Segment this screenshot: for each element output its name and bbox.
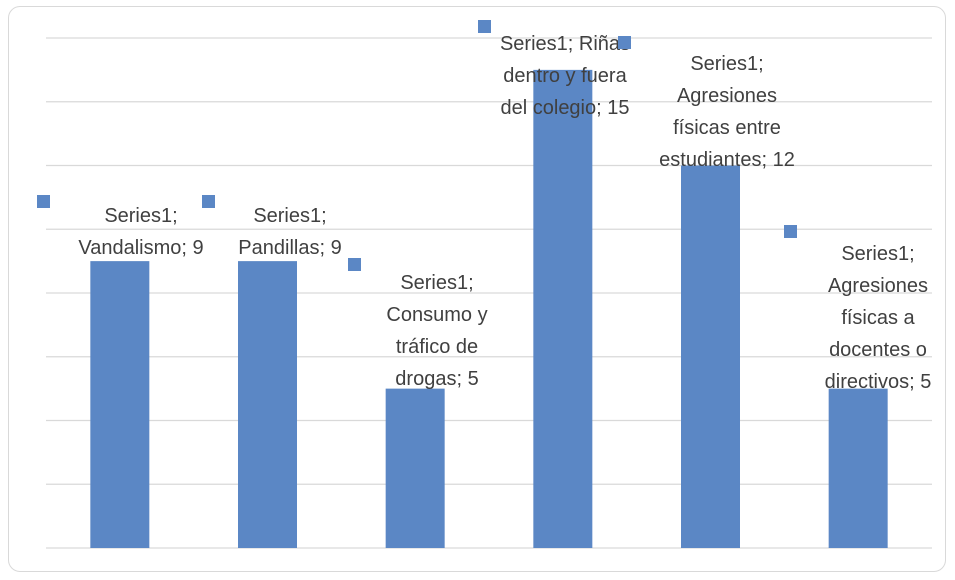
legend-key-marker (784, 225, 797, 238)
data-label-line: Series1; (690, 53, 763, 75)
data-label: Series1; Vandalismo; 9 (78, 205, 203, 259)
data-label-line: Agresiones (828, 275, 928, 297)
legend-key-marker (478, 20, 491, 33)
data-label-line: tráfico de (396, 336, 478, 358)
data-label-line: drogas; 5 (395, 368, 478, 390)
legend-key-marker (618, 36, 631, 49)
bar (90, 261, 150, 548)
data-label-line: docentes o (829, 339, 927, 361)
data-label-line: estudiantes; 12 (659, 149, 795, 171)
bar (533, 69, 593, 548)
legend-key-marker (348, 258, 361, 271)
data-label: Series1; Consumo y tráfico de drogas; 5 (386, 272, 487, 390)
data-label-line: Vandalismo; 9 (78, 237, 203, 259)
bar (385, 388, 445, 548)
data-label: Series1; Agresiones físicas entre estudiant… (659, 53, 795, 171)
data-label: Series1; Agresiones físicas a docentes o dir… (825, 243, 932, 393)
data-label-line: Series1; (841, 243, 914, 265)
legend-key-marker (202, 195, 215, 208)
data-label-line: físicas entre (673, 117, 781, 139)
chart-frame (8, 6, 946, 572)
data-label-line: Consumo y (386, 304, 487, 326)
data-label-line: dentro y fuera (503, 65, 627, 87)
data-label-line: Series1; (253, 205, 326, 227)
data-label-line: Series1; (400, 272, 473, 294)
bar (238, 261, 297, 548)
data-label-line: Series1; (104, 205, 177, 227)
data-label-line: físicas a (841, 307, 915, 329)
bar (828, 388, 888, 548)
data-label: Series1; Riñas dentro y fuera del colegio;… (500, 33, 630, 119)
data-label-line: Series1; Riñas (500, 33, 630, 55)
data-label: Series1; Pandillas; 9 (238, 205, 341, 259)
data-label-line: del colegio; 15 (501, 97, 630, 119)
data-label-line: directivos; 5 (825, 371, 932, 393)
bar (681, 165, 740, 548)
data-label-line: Pandillas; 9 (238, 237, 341, 259)
data-label-line: Agresiones (677, 85, 777, 107)
legend-key-marker (37, 195, 50, 208)
